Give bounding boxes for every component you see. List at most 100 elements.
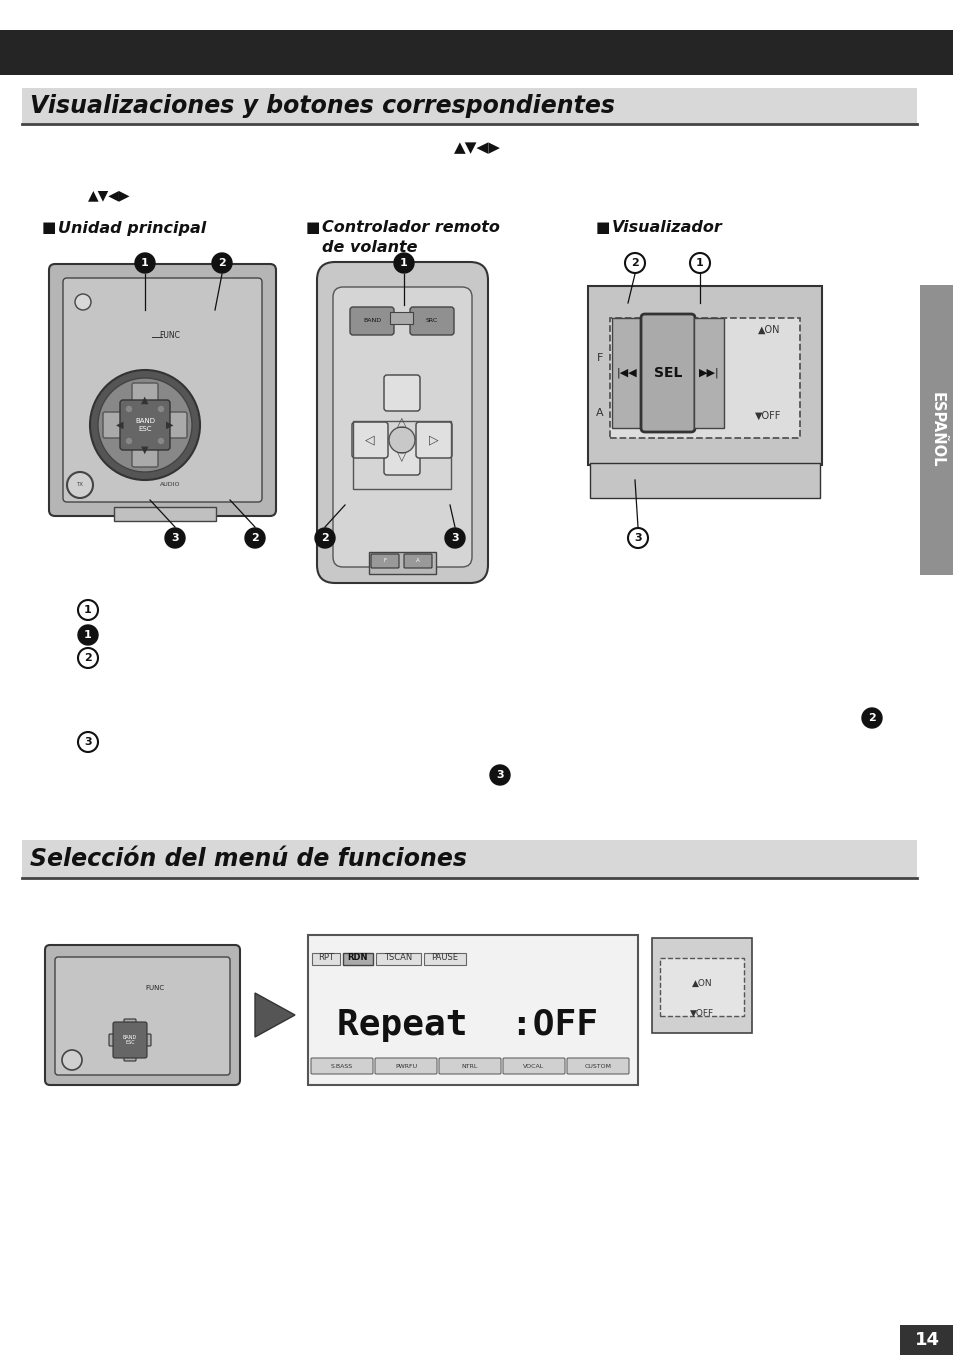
Bar (22, 840, 916, 878)
FancyBboxPatch shape (49, 264, 275, 516)
Bar (423, 953, 465, 965)
Circle shape (78, 648, 98, 668)
FancyBboxPatch shape (63, 278, 262, 501)
Bar (312, 953, 339, 965)
Text: ◁: ◁ (365, 434, 375, 447)
Circle shape (490, 766, 510, 785)
Text: ▼OFF: ▼OFF (689, 1008, 713, 1018)
Text: FUNC: FUNC (145, 985, 164, 991)
Text: 3: 3 (84, 737, 91, 747)
Text: TSCAN: TSCAN (383, 954, 412, 962)
Text: ESPAÑOL: ESPAÑOL (928, 392, 943, 467)
Circle shape (389, 427, 415, 453)
Text: 2: 2 (867, 713, 875, 724)
Text: ▲ON: ▲ON (758, 325, 780, 335)
FancyBboxPatch shape (45, 944, 240, 1085)
Text: 1: 1 (399, 257, 408, 268)
FancyBboxPatch shape (416, 421, 452, 458)
FancyBboxPatch shape (502, 1058, 564, 1075)
FancyBboxPatch shape (384, 375, 419, 411)
Text: ▷: ▷ (429, 434, 438, 447)
Text: AUDIO: AUDIO (159, 482, 180, 488)
Text: ▶: ▶ (166, 420, 173, 430)
Circle shape (127, 406, 132, 412)
Bar (919, 285, 953, 575)
Bar (899, 1325, 953, 1355)
FancyBboxPatch shape (55, 957, 230, 1075)
Circle shape (394, 253, 414, 272)
Text: 1: 1 (696, 257, 703, 268)
Text: PWRFU: PWRFU (395, 1064, 416, 1069)
Circle shape (135, 253, 154, 272)
Bar (343, 953, 373, 965)
Text: 3: 3 (496, 770, 503, 780)
Text: 2: 2 (84, 653, 91, 663)
Text: Visualizador: Visualizador (612, 221, 722, 236)
Text: F: F (597, 354, 602, 363)
FancyBboxPatch shape (333, 287, 472, 566)
Text: ▲▼◀▶: ▲▼◀▶ (453, 141, 500, 156)
Text: F: F (383, 558, 386, 564)
Bar (353, 421, 451, 489)
FancyBboxPatch shape (375, 1058, 436, 1075)
FancyBboxPatch shape (103, 412, 187, 438)
Text: ◀: ◀ (116, 420, 124, 430)
Circle shape (158, 439, 163, 443)
Text: 2: 2 (321, 533, 329, 543)
FancyBboxPatch shape (316, 262, 488, 583)
FancyBboxPatch shape (369, 551, 436, 575)
Text: TX: TX (76, 482, 84, 488)
Circle shape (78, 625, 98, 645)
Text: Visualizaciones y botones correspondientes: Visualizaciones y botones correspondient… (30, 93, 615, 118)
Text: ■: ■ (42, 221, 56, 236)
Circle shape (314, 528, 335, 547)
Text: SRC: SRC (425, 317, 437, 322)
Text: PAUSE: PAUSE (431, 954, 458, 962)
FancyBboxPatch shape (350, 308, 394, 335)
Text: 1: 1 (84, 604, 91, 615)
Bar (609, 318, 800, 438)
Bar (589, 463, 820, 499)
FancyBboxPatch shape (410, 308, 454, 335)
Text: RDN: RDN (348, 954, 368, 962)
Circle shape (689, 253, 709, 272)
Bar (651, 938, 751, 1033)
FancyBboxPatch shape (640, 314, 695, 432)
FancyBboxPatch shape (112, 1022, 147, 1058)
Circle shape (627, 528, 647, 547)
Text: △: △ (396, 416, 406, 430)
Bar (308, 935, 638, 1085)
FancyBboxPatch shape (132, 383, 158, 467)
Polygon shape (254, 993, 294, 1037)
Text: ▲▼◀▶: ▲▼◀▶ (88, 188, 131, 202)
FancyBboxPatch shape (120, 400, 170, 450)
Bar (659, 958, 743, 1016)
Text: Controlador remoto: Controlador remoto (322, 221, 499, 236)
Text: 3: 3 (171, 533, 178, 543)
Text: 3: 3 (451, 533, 458, 543)
Circle shape (78, 600, 98, 621)
Text: ▲: ▲ (141, 396, 149, 405)
Text: NTRL: NTRL (461, 1064, 477, 1069)
Text: 2: 2 (251, 533, 258, 543)
FancyBboxPatch shape (438, 1058, 500, 1075)
Circle shape (212, 253, 232, 272)
Circle shape (624, 253, 644, 272)
Text: A: A (416, 558, 419, 564)
Text: RPT: RPT (317, 954, 334, 962)
Text: 2: 2 (631, 257, 639, 268)
FancyBboxPatch shape (403, 554, 432, 568)
Text: CUSTOM: CUSTOM (584, 1064, 611, 1069)
Circle shape (62, 1050, 82, 1070)
Text: A: A (596, 408, 603, 417)
Text: Unidad principal: Unidad principal (58, 221, 206, 236)
Text: 2: 2 (218, 257, 226, 268)
FancyBboxPatch shape (587, 286, 821, 465)
FancyBboxPatch shape (113, 507, 215, 522)
Circle shape (98, 378, 192, 472)
Bar (0, 30, 953, 75)
Text: S.BASS: S.BASS (331, 1064, 353, 1069)
Text: BAND
ESC: BAND ESC (135, 419, 154, 432)
Text: FUNC: FUNC (159, 331, 180, 340)
Text: ■: ■ (306, 221, 320, 236)
